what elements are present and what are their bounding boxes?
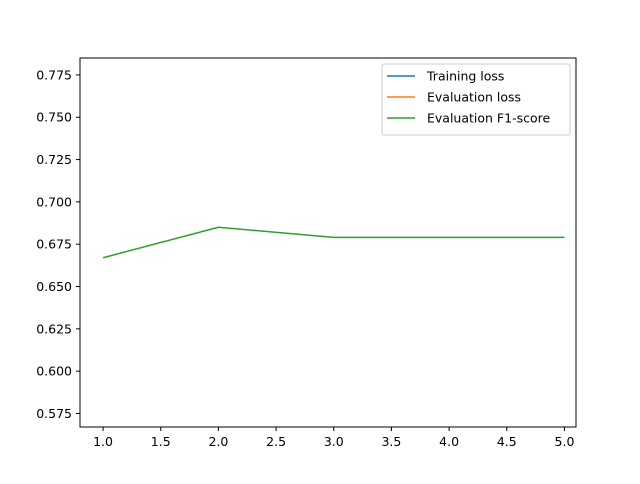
x-tick-label: 1.5 (151, 434, 171, 449)
y-tick-label: 0.750 (36, 110, 72, 125)
legend-label: Evaluation F1-score (427, 111, 550, 126)
x-tick-label: 3.5 (381, 434, 401, 449)
y-tick-label: 0.775 (36, 67, 72, 82)
series-line-evaluation-f1-score (103, 227, 564, 257)
y-tick-label: 0.675 (36, 237, 72, 252)
y-tick-label: 0.625 (36, 321, 72, 336)
x-tick-label: 1.0 (93, 434, 113, 449)
legend: Training loss Evaluation loss Evaluation F… (382, 64, 570, 135)
y-tick-label: 0.575 (36, 406, 72, 421)
y-axis: 0.575 0.600 0.625 0.650 0.675 0.700 0.725 0.750… (36, 67, 80, 421)
series-lines (103, 227, 564, 257)
legend-label: Training loss (426, 69, 504, 84)
x-tick-label: 5.0 (555, 434, 575, 449)
x-tick-label: 3.0 (324, 434, 344, 449)
y-tick-label: 0.700 (36, 194, 72, 209)
x-tick-label: 2.0 (208, 434, 228, 449)
x-tick-label: 4.0 (439, 434, 459, 449)
x-tick-label: 2.5 (266, 434, 286, 449)
y-tick-label: 0.725 (36, 152, 72, 167)
y-tick-label: 0.600 (36, 364, 72, 379)
legend-label: Evaluation loss (427, 90, 521, 105)
y-tick-label: 0.650 (36, 279, 72, 294)
x-axis: 1.0 1.5 2.0 2.5 3.0 3.5 4.0 4.5 5.0 (93, 427, 574, 449)
x-tick-label: 4.5 (497, 434, 517, 449)
